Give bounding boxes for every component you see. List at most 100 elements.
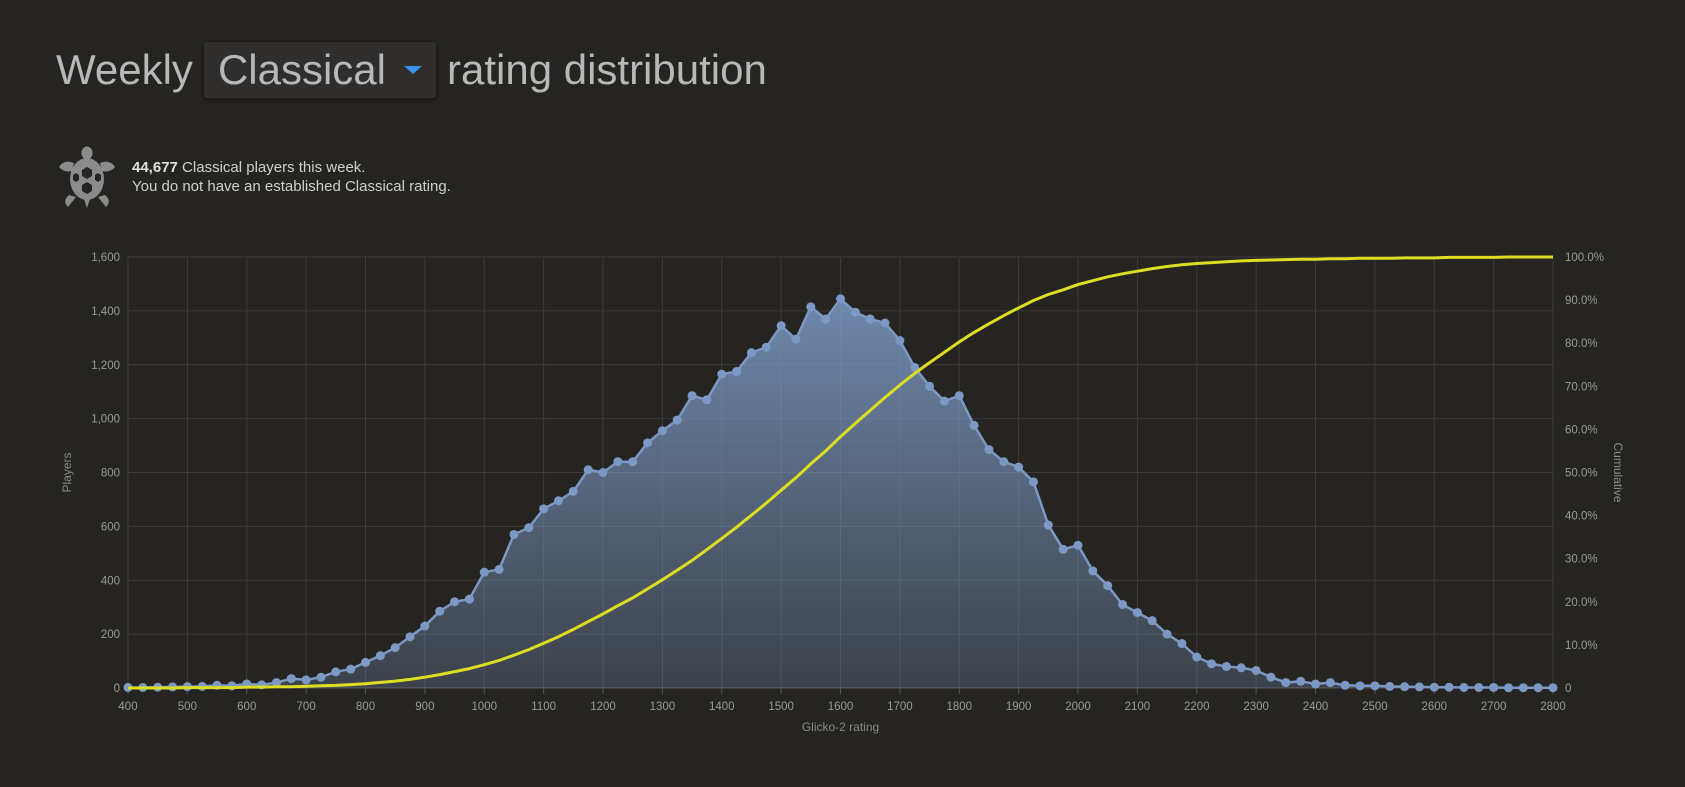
y-tick-label: 1,200 bbox=[91, 360, 120, 372]
players-point bbox=[672, 415, 682, 425]
players-point bbox=[939, 396, 949, 406]
y2-axis-title: Cumulative bbox=[1611, 442, 1625, 502]
players-point bbox=[761, 342, 771, 352]
players-point bbox=[717, 369, 727, 379]
players-point bbox=[776, 321, 786, 331]
players-point bbox=[628, 457, 638, 467]
y-tick-label: 600 bbox=[101, 521, 120, 533]
players-point bbox=[1533, 683, 1543, 693]
caret-down-icon bbox=[403, 66, 422, 74]
players-point bbox=[1489, 682, 1499, 692]
x-tick-label: 2100 bbox=[1125, 701, 1151, 713]
players-point bbox=[1340, 680, 1350, 690]
y2-tick-label: 70.0% bbox=[1565, 381, 1598, 393]
y2-tick-label: 10.0% bbox=[1565, 640, 1598, 652]
players-point bbox=[850, 307, 860, 317]
x-tick-label: 1500 bbox=[768, 701, 794, 713]
player-count-suffix: Classical players this week. bbox=[177, 159, 366, 176]
x-tick-label: 500 bbox=[178, 701, 197, 713]
players-point bbox=[509, 529, 519, 539]
variant-dropdown[interactable]: Classical bbox=[202, 41, 437, 99]
players-point bbox=[583, 465, 593, 475]
players-point bbox=[1162, 629, 1172, 639]
players-point bbox=[1132, 608, 1142, 618]
x-tick-label: 2400 bbox=[1303, 701, 1329, 713]
page-title: Weekly Classical rating distribution bbox=[56, 40, 767, 100]
players-point bbox=[1207, 659, 1217, 669]
y2-tick-label: 100.0% bbox=[1565, 252, 1604, 264]
x-axis-title: Glicko-2 rating bbox=[802, 720, 879, 734]
players-point bbox=[316, 672, 326, 682]
x-tick-label: 1800 bbox=[946, 701, 972, 713]
players-point bbox=[954, 391, 964, 401]
y2-tick-label: 50.0% bbox=[1565, 468, 1598, 480]
players-point bbox=[479, 567, 489, 577]
x-tick-label: 900 bbox=[415, 701, 434, 713]
x-tick-label: 1200 bbox=[590, 701, 616, 713]
title-suffix: rating distribution bbox=[446, 46, 767, 93]
players-point bbox=[1236, 663, 1246, 673]
players-point bbox=[1014, 462, 1024, 472]
x-tick-label: 800 bbox=[356, 701, 375, 713]
turtle-icon bbox=[59, 146, 115, 208]
players-point bbox=[539, 504, 549, 514]
y2-tick-label: 60.0% bbox=[1565, 424, 1598, 436]
players-point bbox=[1028, 477, 1038, 487]
players-point bbox=[1103, 581, 1113, 591]
players-point bbox=[613, 457, 623, 467]
players-point bbox=[390, 643, 400, 653]
players-point bbox=[405, 632, 415, 642]
y-tick-label: 800 bbox=[101, 468, 120, 480]
players-point bbox=[895, 336, 905, 346]
players-point bbox=[1118, 599, 1128, 609]
players-point bbox=[702, 395, 712, 405]
players-point bbox=[331, 667, 341, 677]
players-point bbox=[999, 457, 1009, 467]
x-tick-label: 600 bbox=[237, 701, 256, 713]
player-summary: 44,677 Classical players this week. You … bbox=[56, 145, 451, 209]
players-point bbox=[1221, 661, 1231, 671]
players-point bbox=[1355, 681, 1365, 691]
players-point bbox=[375, 651, 385, 661]
players-point bbox=[657, 426, 667, 436]
x-tick-label: 2800 bbox=[1540, 701, 1566, 713]
y-tick-label: 1,400 bbox=[91, 306, 120, 318]
players-point bbox=[836, 294, 845, 304]
players-point bbox=[1414, 682, 1424, 692]
x-tick-label: 1400 bbox=[709, 701, 735, 713]
x-tick-label: 1900 bbox=[1006, 701, 1032, 713]
players-point bbox=[346, 664, 356, 674]
players-point bbox=[821, 314, 831, 324]
x-tick-label: 400 bbox=[118, 701, 137, 713]
players-point bbox=[450, 597, 460, 607]
players-point bbox=[271, 678, 281, 688]
y-tick-label: 0 bbox=[114, 683, 120, 695]
players-point bbox=[420, 621, 430, 631]
players-point bbox=[1474, 682, 1484, 692]
players-point bbox=[1266, 672, 1276, 682]
players-point bbox=[643, 438, 653, 448]
y2-tick-label: 30.0% bbox=[1565, 554, 1598, 566]
players-point bbox=[1147, 616, 1157, 626]
players-point bbox=[1177, 639, 1187, 649]
x-tick-label: 700 bbox=[297, 701, 316, 713]
players-point bbox=[865, 314, 875, 324]
y2-tick-label: 90.0% bbox=[1565, 295, 1598, 307]
variant-selected-label: Classical bbox=[217, 46, 386, 93]
players-point bbox=[286, 674, 296, 684]
players-point bbox=[524, 523, 534, 533]
rating-note: You do not have an established Classical… bbox=[132, 178, 451, 195]
players-point bbox=[1251, 665, 1261, 675]
y-tick-label: 200 bbox=[101, 629, 120, 641]
x-tick-label: 1300 bbox=[650, 701, 676, 713]
players-point bbox=[791, 334, 801, 344]
players-point bbox=[880, 318, 890, 328]
y-tick-label: 1,600 bbox=[91, 252, 120, 264]
player-count-line: 44,677 Classical players this week. bbox=[132, 158, 451, 177]
title-prefix: Weekly bbox=[56, 46, 193, 93]
y-axis-title: Players bbox=[60, 452, 74, 492]
y2-tick-label: 0 bbox=[1565, 683, 1571, 695]
x-tick-label: 2600 bbox=[1421, 701, 1447, 713]
x-tick-label: 2000 bbox=[1065, 701, 1091, 713]
